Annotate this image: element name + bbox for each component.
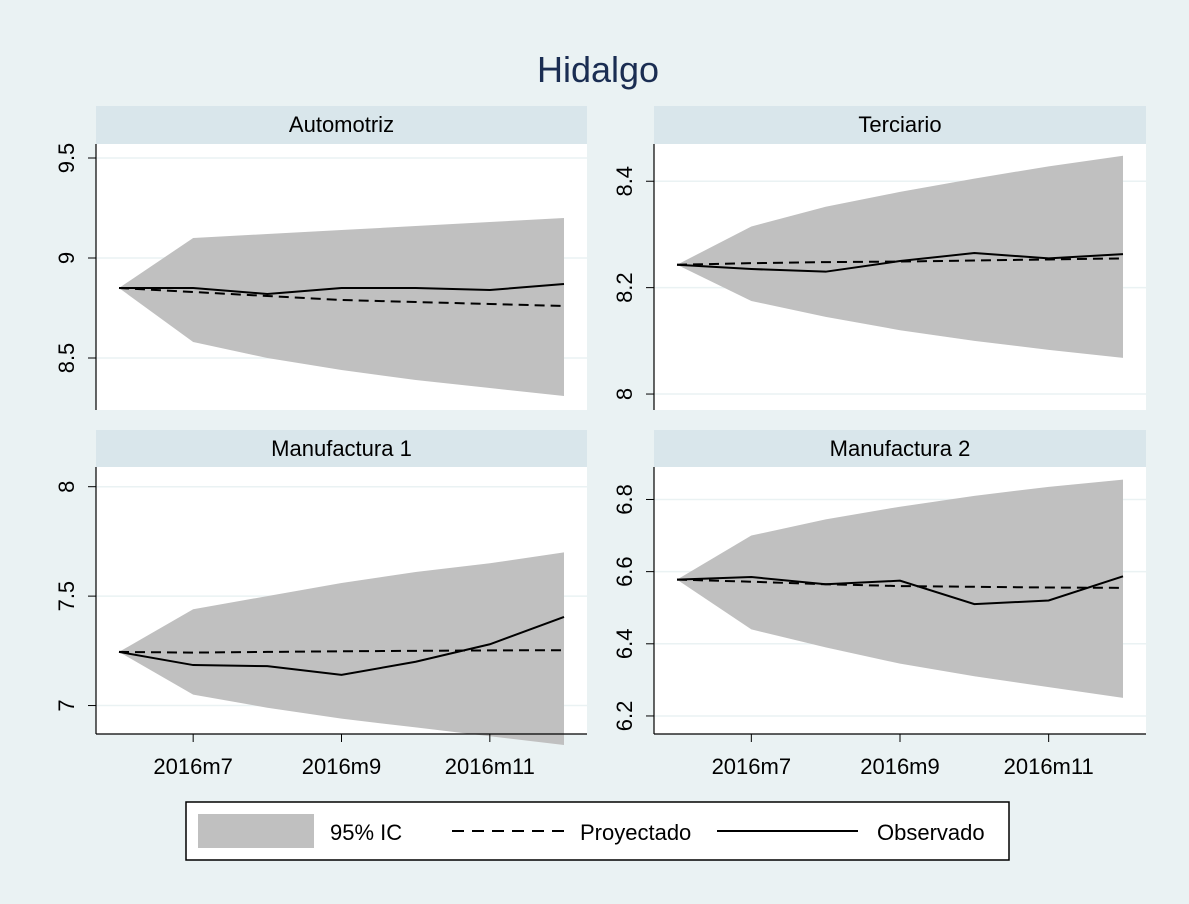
- panel-1-y-tick-label: 8.5: [54, 343, 79, 374]
- panel-3-x-tick-label: 2016m9: [302, 754, 382, 779]
- panel-4-ci-band: [677, 479, 1123, 698]
- chart-title: Hidalgo: [537, 49, 659, 90]
- panel-2-y-tick-label: 8: [612, 388, 637, 400]
- panel-4-y-tick-label: 6.8: [612, 484, 637, 515]
- panel-2: Terciario 8 8.2 8.4: [612, 106, 1146, 410]
- panel-2-ci-band: [677, 155, 1123, 358]
- panel-3-ci-band: [119, 552, 564, 745]
- legend-box: [185, 801, 1010, 861]
- panel-4-y-tick-label: 6.2: [612, 701, 637, 732]
- panel-3-proyectado-line: [118, 649, 565, 654]
- panel-1-ci-band: [119, 218, 564, 396]
- panel-4-y-tick-label: 6.6: [612, 556, 637, 587]
- legend-proj-label: Proyectado: [580, 820, 691, 845]
- panel-4-x-tick-label: 2016m9: [860, 754, 940, 779]
- panel-1: Automotriz 8.5 9 9.5: [54, 106, 587, 410]
- panel-2-y-tick-label: 8.4: [612, 166, 637, 197]
- panel-4-title: Manufactura 2: [830, 436, 971, 461]
- panel-1-observado-line: [119, 283, 565, 296]
- panel-3-y-tick-label: 7.5: [54, 581, 79, 612]
- legend-ci-swatch: [198, 814, 314, 848]
- panel-3-x-tick-label: 2016m7: [153, 754, 233, 779]
- panel-4-strip: [654, 430, 1146, 467]
- panel-1-title: Automotriz: [289, 112, 394, 137]
- panel-4: Manufactura 2 6.2 6.4 6.6 6.8 2016m7 2016m9 201…: [612, 430, 1146, 779]
- panel-2-observado-line: [676, 252, 1124, 273]
- panel-2-strip: [654, 106, 1146, 144]
- panel-4-proyectado-line: [676, 578, 1124, 589]
- panel-3-x-tick-label: 2016m11: [445, 754, 535, 779]
- panel-1-y-tick-label: 9.5: [54, 143, 79, 174]
- panel-1-y-tick-label: 9: [54, 252, 79, 264]
- panel-3-title: Manufactura 1: [271, 436, 412, 461]
- legend-obs-label: Observado: [877, 820, 985, 845]
- panel-3-y-tick-label: 7: [54, 699, 79, 711]
- panel-1-proyectado-line: [118, 287, 565, 307]
- panel-3-strip: [96, 430, 587, 467]
- panel-1-strip: [96, 106, 587, 144]
- panel-4-observado-line: [676, 575, 1124, 606]
- panel-3-observado-line: [118, 615, 565, 676]
- panel-2-title: Terciario: [858, 112, 941, 137]
- panel-3-y-tick-label: 8: [54, 481, 79, 493]
- panels: Automotriz 8.5 9 9.5 Terciario 8 8.2 8.4 Manufac…: [54, 106, 1146, 779]
- panel-2-y-tick-label: 8.2: [612, 272, 637, 303]
- panel-2-proyectado-line: [676, 257, 1124, 266]
- panel-4-x-tick-label: 2016m11: [1004, 754, 1094, 779]
- panel-4-y-tick-label: 6.4: [612, 629, 637, 660]
- legend-ci-label: 95% IC: [330, 820, 402, 845]
- panel-4-x-tick-label: 2016m7: [712, 754, 792, 779]
- panel-3: Manufactura 1 7 7.5 8 2016m7 2016m9 2016m11: [54, 430, 587, 779]
- legend: 95% IC Proyectado Observado: [185, 801, 1010, 861]
